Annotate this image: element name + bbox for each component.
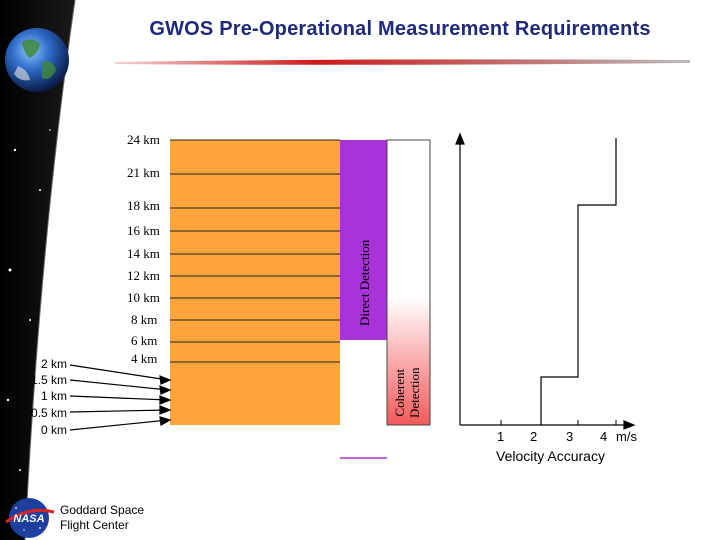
coherent-detection-label: Coherent Detection [392,367,422,418]
coherent-detection-bar [386,139,431,426]
velocity-tick-label: 3 [566,429,574,444]
altitude-gridlines [170,139,340,363]
velocity-ticks [500,420,617,425]
star [49,129,51,131]
direct-detection-label: Direct Detection [357,239,372,326]
velocity-axes [455,132,636,430]
earth-globe-icon [5,28,69,92]
nasa-logo-text: NASA [13,513,44,525]
velocity-tick-label: 4 [600,429,608,444]
altitude-label: 18 km [127,198,160,213]
footer-line1: Goddard Space [60,503,145,517]
title-divider [115,59,690,65]
altitude-label: 14 km [127,246,160,261]
altitude-block [170,140,340,425]
slide-title: GWOS Pre-Operational Measurement Require… [149,18,651,40]
space-band [0,0,75,540]
star [8,268,12,272]
low-altitude-label: 1.5 km [30,373,67,387]
velocity-unit-label: m/s [616,429,637,444]
footer-credit: Goddard Space Flight Center [60,503,144,533]
velocity-tick-label: 1 [497,429,505,444]
altitude-label: 4 km [131,351,158,366]
star [6,398,10,402]
star [39,189,41,191]
low-altitude-arrows [69,364,172,431]
low-altitude-label: 2 km [40,357,67,371]
low-altitude-label: 0.5 km [30,406,67,420]
footer-line2: Flight Center [60,518,129,532]
velocity-axis-label: Velocity Accuracy [496,448,605,464]
coherent-detection-line2: Detection [407,367,422,418]
altitude-label: 8 km [131,312,158,327]
low-altitude-label: 0 km [40,423,67,437]
altitude-label: 16 km [127,223,160,238]
low-altitude-label: 1 km [40,389,67,403]
altitude-label: 24 km [127,132,160,147]
nasa-logo-icon: NASA [5,498,55,538]
direct-detection-bar [340,140,387,340]
velocity-tick-label: 2 [530,429,538,444]
star [29,319,31,321]
altitude-label: 12 km [127,268,160,283]
altitude-label: 10 km [127,290,160,305]
star [19,469,21,471]
altitude-label: 21 km [127,165,160,180]
coherent-detection-line1: Coherent [392,368,407,417]
altitude-label: 6 km [131,333,158,348]
star [13,148,17,152]
velocity-accuracy-profile [540,138,617,425]
